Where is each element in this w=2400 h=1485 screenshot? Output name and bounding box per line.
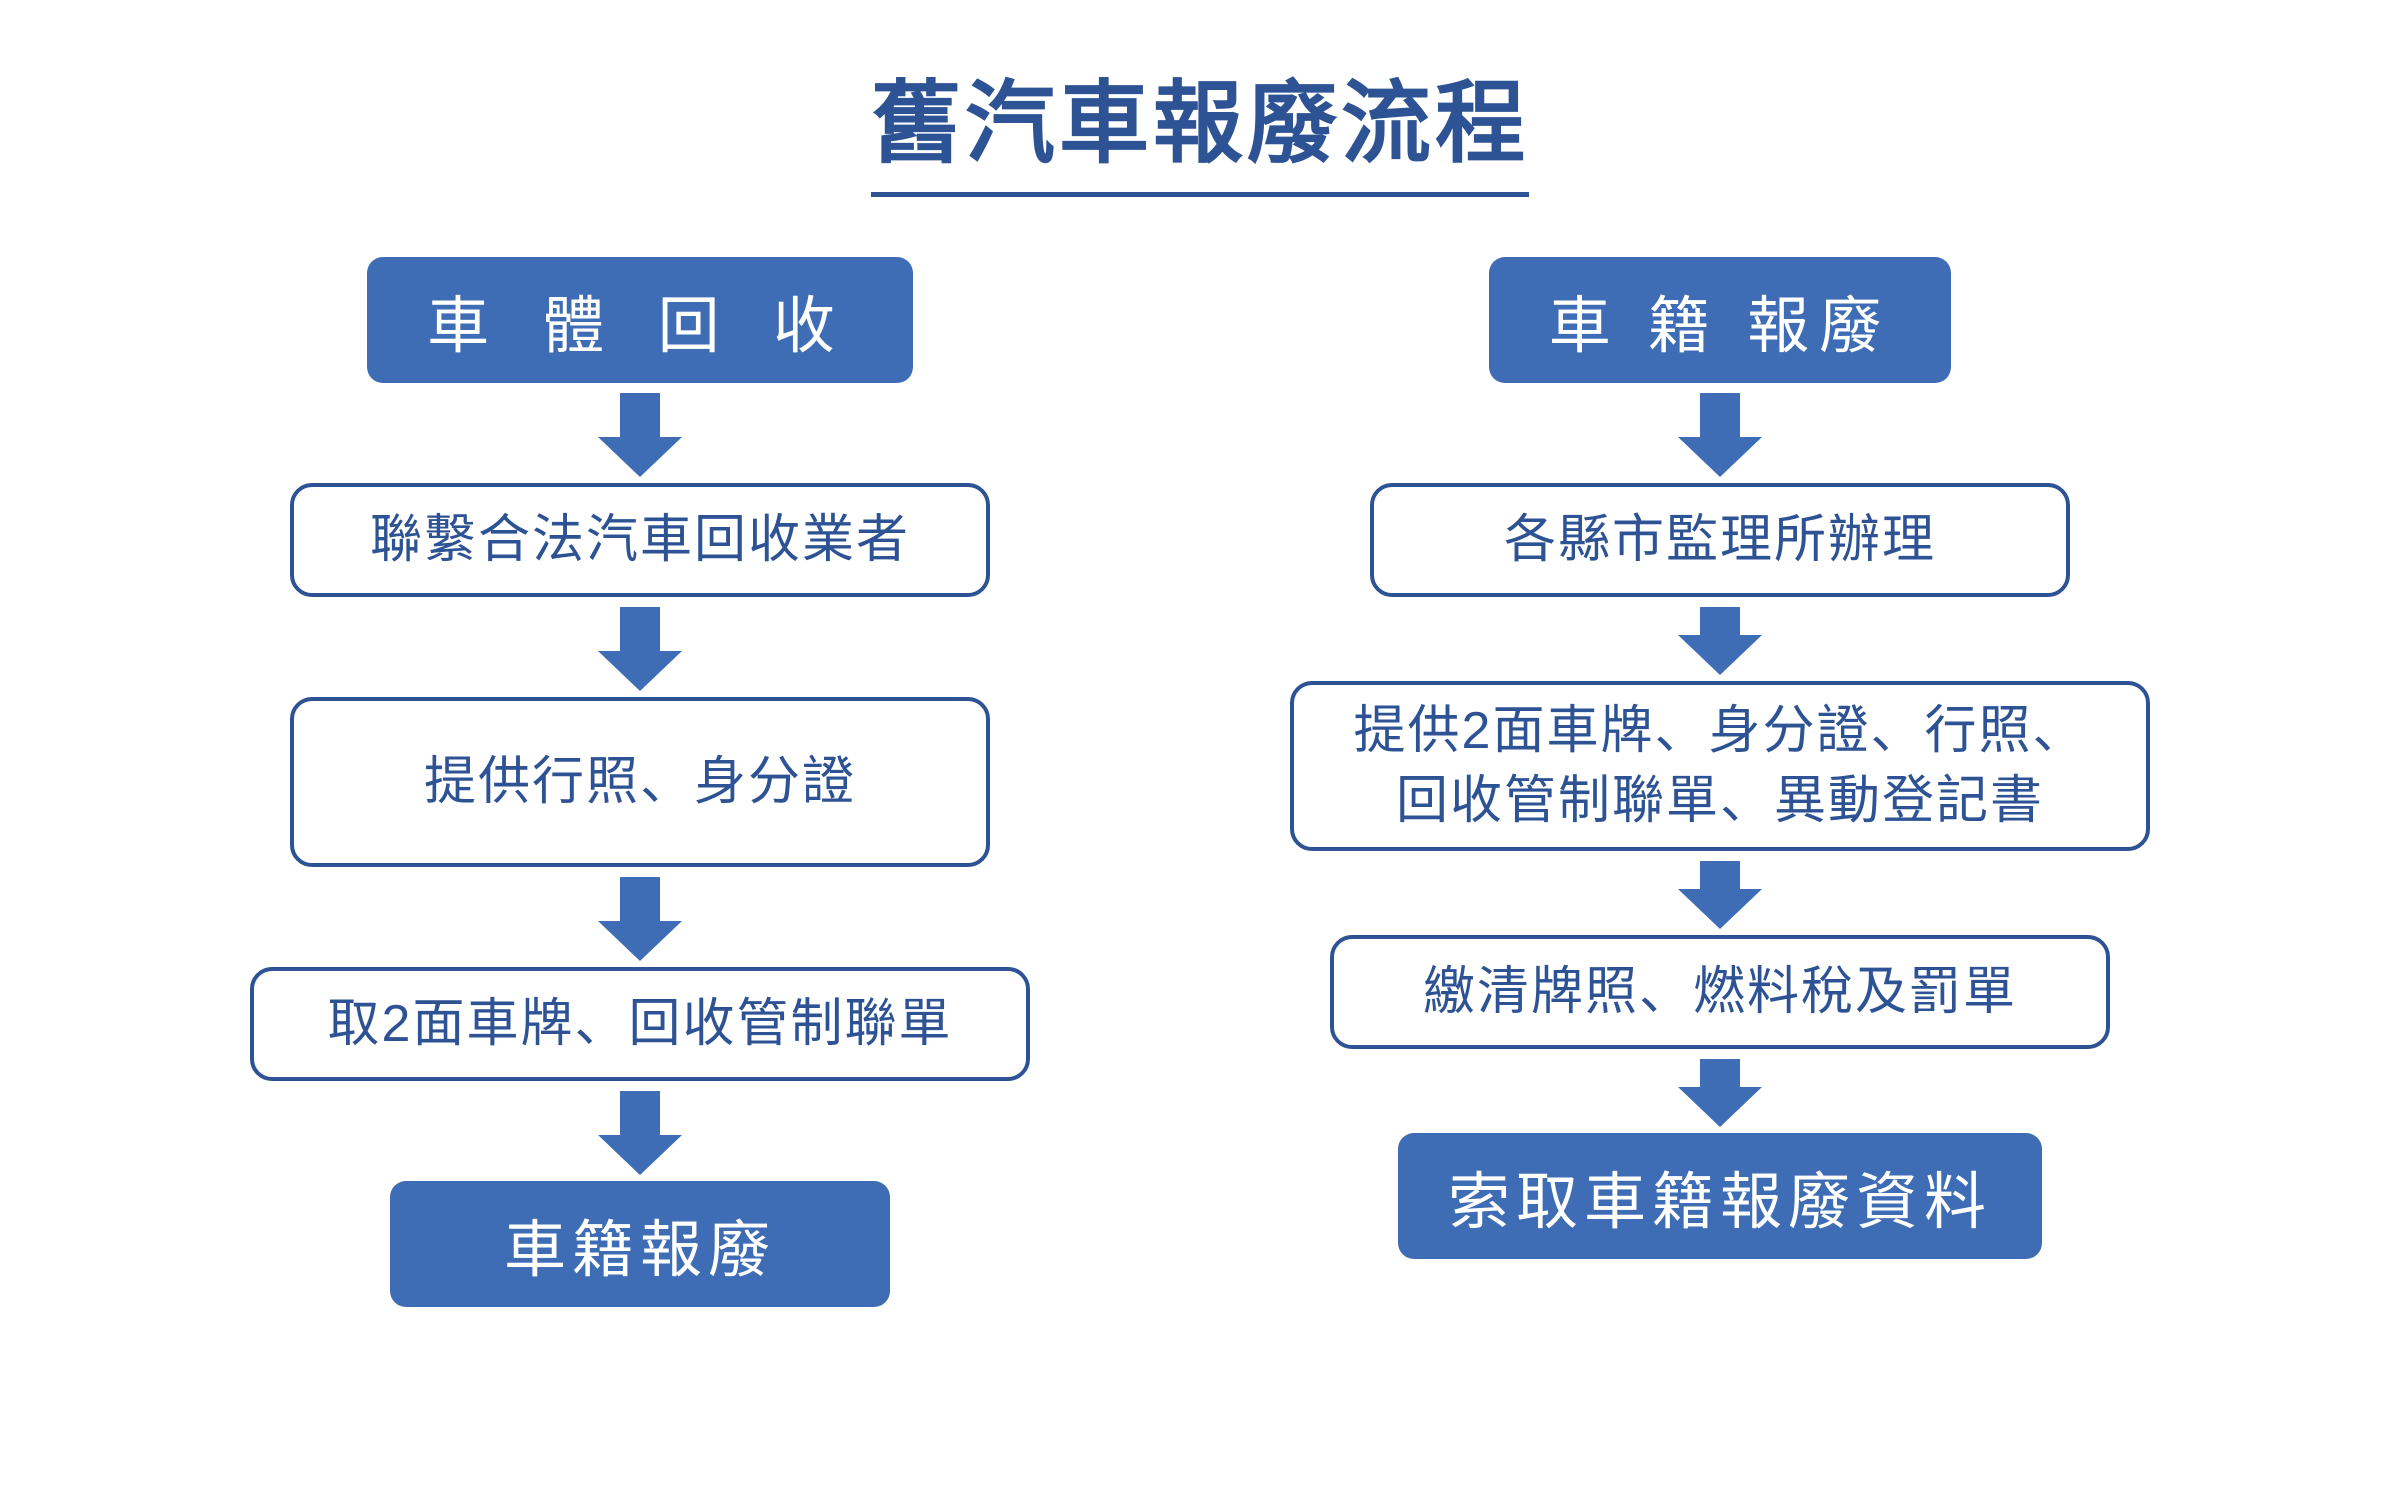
left-step-2: 提供行照、身分證 <box>290 697 990 867</box>
right-header-box: 車 籍 報廢 <box>1489 257 1951 383</box>
right-step-2: 提供2面車牌、身分證、行照、回收管制聯單、異動登記書 <box>1290 681 2150 851</box>
left-header-box: 車 體 回 收 <box>367 257 913 383</box>
right-step-1: 各縣市監理所辦理 <box>1370 483 2070 597</box>
arrow-icon <box>598 877 682 961</box>
flowchart-columns: 車 體 回 收 聯繫合法汽車回收業者 提供行照、身分證 取2面車牌、回收管制聯單… <box>0 257 2400 1307</box>
right-step-3: 繳清牌照、燃料稅及罰單 <box>1330 935 2110 1049</box>
arrow-icon <box>1678 393 1762 477</box>
arrow-icon <box>1678 607 1762 675</box>
arrow-icon <box>598 1091 682 1175</box>
arrow-icon <box>1678 1059 1762 1127</box>
page-title: 舊汽車報廢流程 <box>871 50 1529 197</box>
right-step-4: 索取車籍報廢資料 <box>1398 1133 2042 1259</box>
left-step-3: 取2面車牌、回收管制聯單 <box>250 967 1030 1081</box>
left-step-4: 車籍報廢 <box>390 1181 890 1307</box>
arrow-icon <box>598 393 682 477</box>
title-container: 舊汽車報廢流程 <box>0 0 2400 197</box>
right-column: 車 籍 報廢 各縣市監理所辦理 提供2面車牌、身分證、行照、回收管制聯單、異動登… <box>1290 257 2150 1307</box>
arrow-icon <box>598 607 682 691</box>
left-step-1: 聯繫合法汽車回收業者 <box>290 483 990 597</box>
left-column: 車 體 回 收 聯繫合法汽車回收業者 提供行照、身分證 取2面車牌、回收管制聯單… <box>250 257 1030 1307</box>
arrow-icon <box>1678 861 1762 929</box>
